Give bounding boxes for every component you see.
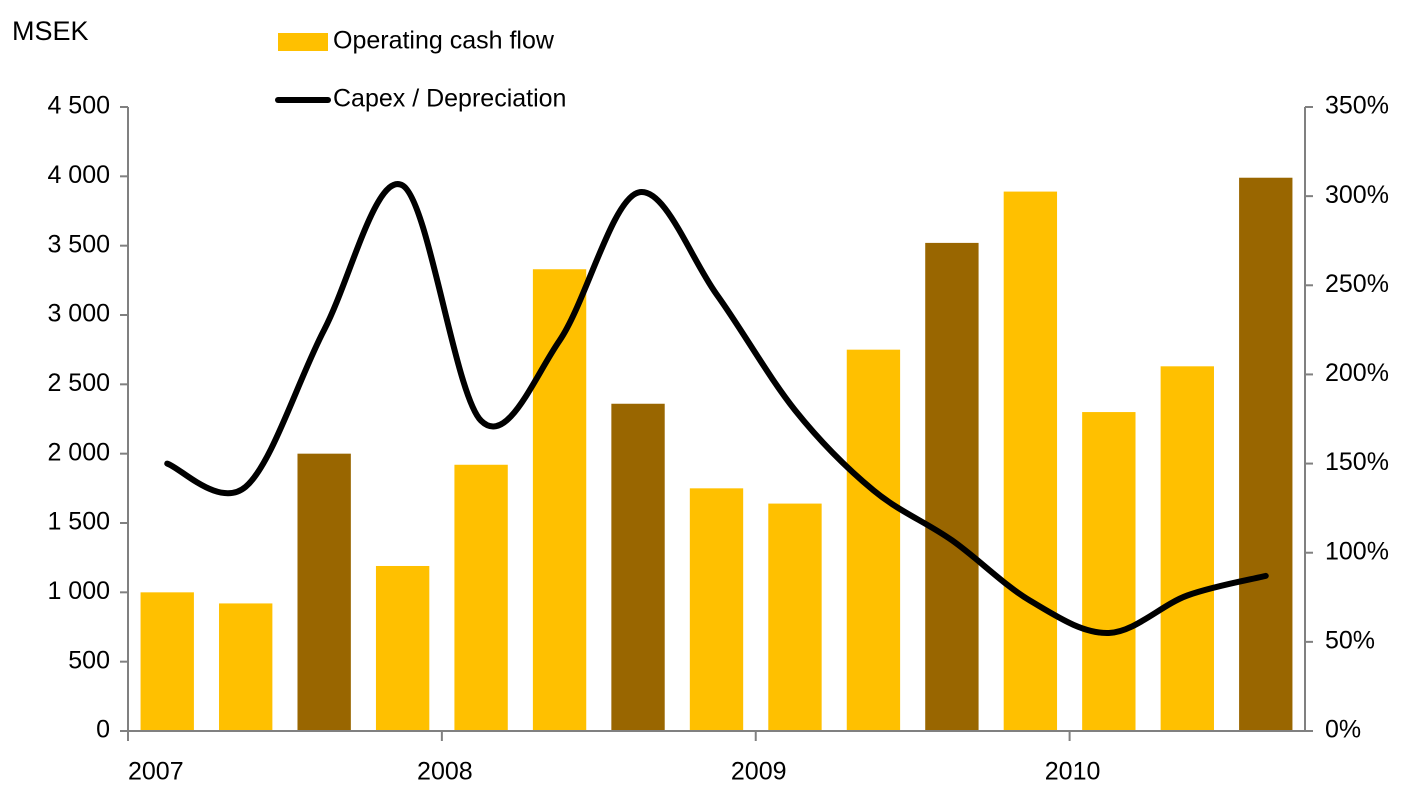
bar	[925, 242, 979, 732]
bar	[1239, 177, 1293, 732]
bar	[1003, 191, 1058, 731]
y-tick-label: 1 500	[47, 508, 110, 536]
y-tick-label: 4 000	[47, 161, 110, 189]
bar	[689, 488, 744, 731]
bar	[1082, 412, 1136, 731]
bar	[375, 565, 430, 731]
bar	[219, 603, 273, 731]
y-tick-label: 1 000	[47, 577, 110, 605]
y2-tick-label: 350%	[1325, 92, 1389, 120]
y2-tick-label: 0%	[1325, 716, 1361, 744]
y-tick-label: 0	[96, 716, 110, 744]
y-tick-label: 3 500	[47, 230, 110, 258]
bar	[1160, 366, 1214, 731]
y-tick-label: 2 500	[47, 369, 110, 397]
x-tick-label: 2008	[417, 758, 473, 786]
y-tick-label: 500	[68, 646, 110, 674]
y2-tick-label: 250%	[1325, 270, 1389, 298]
bar	[532, 269, 587, 731]
legend-label: Capex / Depreciation	[333, 85, 566, 113]
x-tick-label: 2010	[1045, 758, 1101, 786]
legend-label: Operating cash flow	[333, 27, 555, 55]
y2-tick-label: 100%	[1325, 537, 1389, 565]
x-tick-label: 2009	[731, 758, 787, 786]
y2-tick-label: 300%	[1325, 181, 1389, 209]
legend-swatch	[278, 33, 328, 51]
bar	[297, 453, 351, 731]
bar	[454, 464, 508, 731]
bar	[768, 503, 822, 731]
x-tick-label: 2007	[128, 758, 184, 786]
y2-tick-label: 50%	[1325, 626, 1375, 654]
y2-tick-label: 200%	[1325, 359, 1389, 387]
y2-tick-label: 150%	[1325, 448, 1389, 476]
y-tick-label: 3 000	[47, 300, 110, 328]
bar	[611, 403, 665, 731]
y-tick-label: 4 500	[47, 92, 110, 120]
bar	[846, 349, 901, 731]
y-axis-label: MSEK	[12, 16, 89, 46]
y-tick-label: 2 000	[47, 438, 110, 466]
line	[164, 181, 1269, 636]
bar	[140, 592, 194, 731]
